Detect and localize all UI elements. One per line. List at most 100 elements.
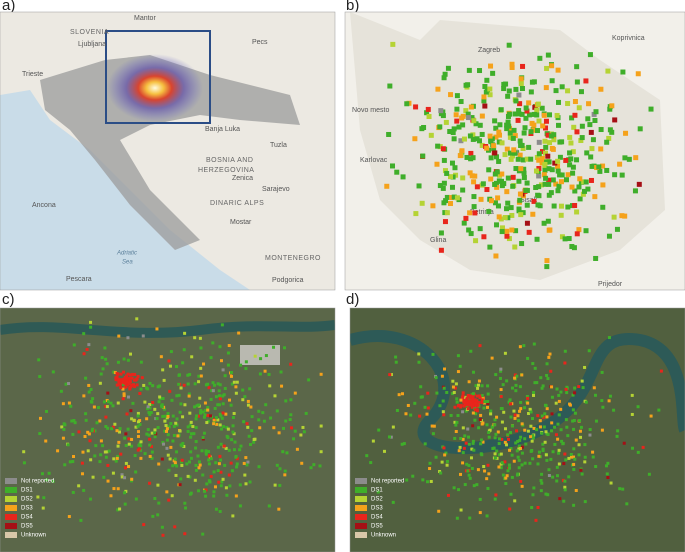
building-marker xyxy=(51,370,55,374)
building-marker xyxy=(557,172,563,178)
building-marker xyxy=(523,187,529,193)
building-marker xyxy=(511,424,515,428)
building-marker xyxy=(488,155,494,161)
building-marker xyxy=(509,212,515,218)
building-marker xyxy=(98,419,102,423)
legend-label: DS4 xyxy=(21,515,33,521)
building-marker xyxy=(213,383,217,387)
building-marker xyxy=(514,383,518,387)
building-marker xyxy=(537,450,541,454)
building-marker xyxy=(121,382,125,386)
building-marker xyxy=(135,383,139,387)
building-marker xyxy=(531,436,535,440)
building-marker xyxy=(218,345,222,349)
building-marker xyxy=(649,414,653,418)
building-marker xyxy=(546,493,550,497)
building-marker xyxy=(546,166,552,172)
building-marker xyxy=(299,433,303,437)
building-marker xyxy=(68,460,72,464)
building-marker xyxy=(211,341,215,345)
building-marker xyxy=(150,450,154,454)
building-marker xyxy=(519,479,523,483)
building-marker xyxy=(439,471,443,475)
building-marker xyxy=(134,470,138,474)
building-marker xyxy=(127,437,131,441)
building-marker xyxy=(503,427,507,431)
building-marker xyxy=(569,184,575,190)
building-marker xyxy=(118,507,122,511)
building-marker xyxy=(505,119,511,125)
building-marker xyxy=(520,157,526,163)
building-marker xyxy=(172,433,176,437)
building-marker xyxy=(397,393,401,397)
building-marker xyxy=(464,154,470,160)
place-label: Prijedor xyxy=(598,281,623,288)
building-marker xyxy=(598,86,604,92)
building-marker xyxy=(495,203,501,209)
legend-label: DS2 xyxy=(21,497,33,503)
building-marker xyxy=(554,112,560,118)
building-marker xyxy=(517,101,523,107)
building-marker xyxy=(459,508,463,512)
building-marker xyxy=(123,381,127,385)
building-marker xyxy=(416,183,422,189)
sea-label: Adriatic xyxy=(116,251,137,257)
building-marker xyxy=(202,415,206,419)
building-marker xyxy=(545,458,549,462)
building-marker xyxy=(574,231,580,237)
building-marker xyxy=(531,457,535,461)
building-marker xyxy=(532,104,538,110)
building-marker xyxy=(425,412,429,416)
building-marker xyxy=(80,461,84,465)
building-marker xyxy=(234,391,238,395)
building-marker xyxy=(88,497,92,501)
building-marker xyxy=(630,393,634,397)
building-marker xyxy=(218,383,222,387)
building-marker xyxy=(132,418,136,422)
building-marker xyxy=(453,420,457,424)
building-marker xyxy=(506,437,510,441)
building-marker xyxy=(189,420,193,424)
building-marker xyxy=(290,426,294,430)
building-marker xyxy=(156,483,160,487)
legend-swatch xyxy=(355,532,367,538)
building-marker xyxy=(146,405,150,409)
building-marker xyxy=(572,203,578,209)
building-marker xyxy=(175,450,179,454)
building-marker xyxy=(99,453,103,457)
building-marker xyxy=(528,129,534,135)
building-marker xyxy=(400,442,404,446)
building-marker xyxy=(244,360,248,364)
building-marker xyxy=(438,230,444,236)
building-marker xyxy=(282,426,286,430)
building-marker xyxy=(523,105,529,111)
building-marker xyxy=(444,194,450,200)
building-marker xyxy=(440,146,446,152)
building-marker xyxy=(547,140,553,146)
building-marker xyxy=(212,494,216,498)
building-marker xyxy=(224,412,228,416)
building-marker xyxy=(198,463,202,467)
building-marker xyxy=(90,400,94,404)
building-marker xyxy=(148,403,152,407)
building-marker xyxy=(565,88,571,94)
building-marker xyxy=(504,146,510,152)
legend-swatch xyxy=(355,487,367,493)
place-label: Mantor xyxy=(134,15,156,22)
building-marker xyxy=(446,493,450,497)
building-marker xyxy=(232,380,236,384)
building-marker xyxy=(484,77,490,83)
building-marker xyxy=(481,396,485,400)
building-marker xyxy=(238,483,242,487)
building-marker xyxy=(477,426,481,430)
building-marker xyxy=(531,127,537,133)
frame xyxy=(0,11,336,291)
building-marker xyxy=(570,149,576,155)
building-marker xyxy=(136,414,140,418)
building-marker xyxy=(563,361,567,365)
building-marker xyxy=(520,422,524,426)
building-marker xyxy=(161,368,165,372)
building-marker xyxy=(136,420,140,424)
building-marker xyxy=(134,425,138,429)
